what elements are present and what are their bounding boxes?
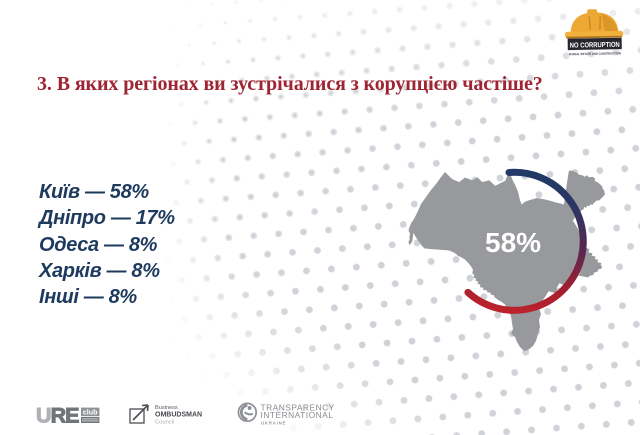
svg-text:INTERNATIONAL: INTERNATIONAL <box>261 410 334 420</box>
svg-text:U: U <box>36 404 51 428</box>
svg-text:NO CORRUPTION: NO CORRUPTION <box>570 40 620 50</box>
svg-text:OMBUDSMAN: OMBUDSMAN <box>155 411 202 418</box>
svg-text:Business: Business <box>155 405 178 411</box>
svg-text:RE: RE <box>51 404 80 428</box>
svg-text:IN REAL ESTATE AND CONSTRUCTIO: IN REAL ESTATE AND CONSTRUCTION <box>569 51 621 56</box>
svg-text:UKRAINE: UKRAINE <box>261 420 286 425</box>
svg-text:Council: Council <box>155 419 174 425</box>
svg-text:58%: 58% <box>485 227 541 258</box>
svg-text:club: club <box>83 408 98 417</box>
svg-text:TRANSPARENCY: TRANSPARENCY <box>261 402 335 412</box>
